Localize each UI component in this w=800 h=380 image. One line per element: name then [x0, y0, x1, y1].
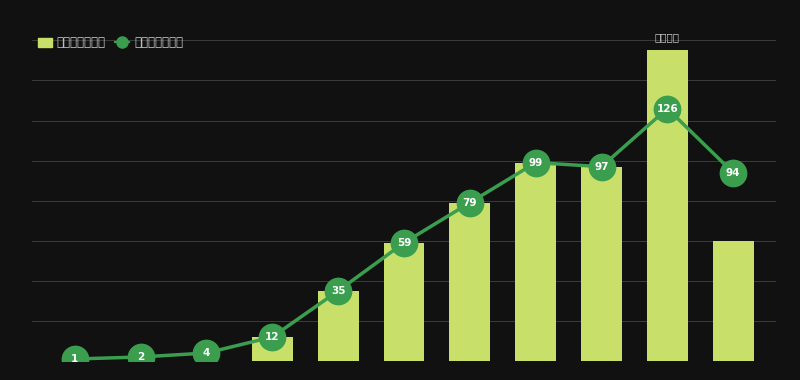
Bar [318, 291, 358, 361]
Text: 2: 2 [137, 352, 144, 362]
Bar [713, 241, 754, 361]
Bar [450, 203, 490, 361]
Bar [252, 337, 293, 361]
Legend: 発行額（億円）, 発行件数（件）: 発行額（億円）, 発行件数（件） [38, 36, 183, 49]
Text: 97: 97 [594, 162, 609, 172]
Text: 79: 79 [462, 198, 477, 208]
Text: 94: 94 [726, 168, 741, 178]
Text: 126: 126 [657, 103, 678, 114]
Text: 1: 1 [71, 354, 78, 364]
Bar [647, 51, 688, 361]
Text: 59: 59 [397, 238, 411, 248]
Text: 12: 12 [265, 332, 279, 342]
Bar [383, 243, 425, 361]
Bar [581, 167, 622, 361]
Text: 発行件数: 発行件数 [655, 32, 680, 42]
Text: 99: 99 [529, 158, 543, 168]
Bar [515, 163, 556, 361]
Text: 4: 4 [202, 348, 210, 358]
Text: 35: 35 [331, 286, 346, 296]
